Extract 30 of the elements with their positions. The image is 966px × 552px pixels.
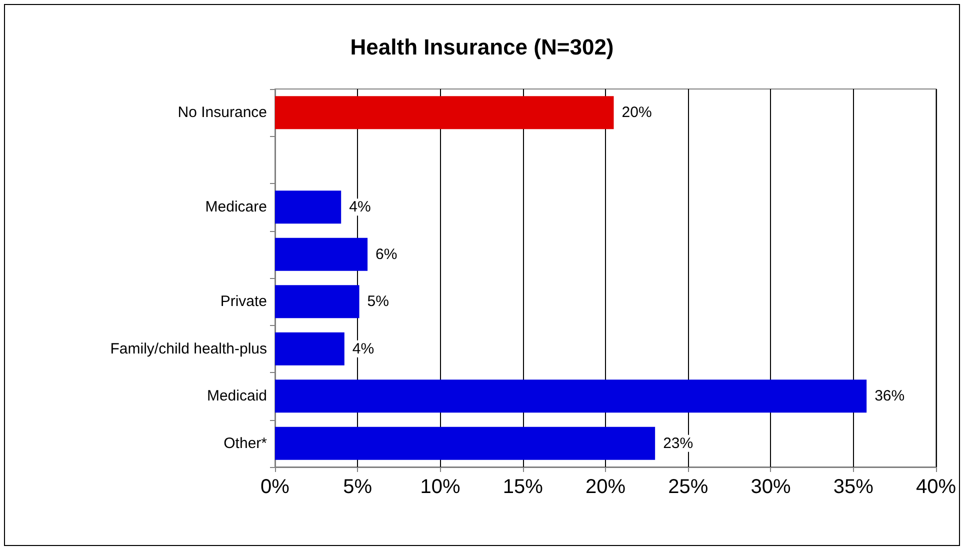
x-tick-label: 40% [916,476,956,498]
data-label: 36% [874,388,905,405]
chart-title: Health Insurance (N=302) [350,34,614,60]
bar [275,332,344,366]
x-tick-label: 5% [343,476,372,498]
y-tick-label: Other* [224,434,268,452]
y-tick-label: No Insurance [178,104,267,122]
y-tick-label: Medicare [205,198,267,216]
data-label: 4% [352,340,374,358]
data-label: 6% [376,246,398,263]
x-tick-label: 10% [420,476,460,498]
y-tick-label: Private [220,293,267,310]
x-tick-label: 15% [502,476,544,498]
x-tick-label: 30% [750,476,791,498]
bar [275,426,656,460]
x-tick-label: 25% [668,476,708,498]
x-tick-label: 35% [833,476,874,498]
bar [275,380,867,413]
data-label: 5% [367,293,389,310]
bar [275,96,614,130]
x-tick-label: 20% [585,476,626,498]
bar [275,285,360,318]
bar [275,190,342,224]
x-tick-label: 0% [260,476,290,498]
y-tick-label: Family/child health-plus [110,340,267,358]
y-tick-label: Medicaid [206,388,267,405]
data-label: 23% [663,434,694,452]
data-label: 4% [349,198,371,216]
data-label: 20% [622,104,652,122]
bar [275,238,368,271]
